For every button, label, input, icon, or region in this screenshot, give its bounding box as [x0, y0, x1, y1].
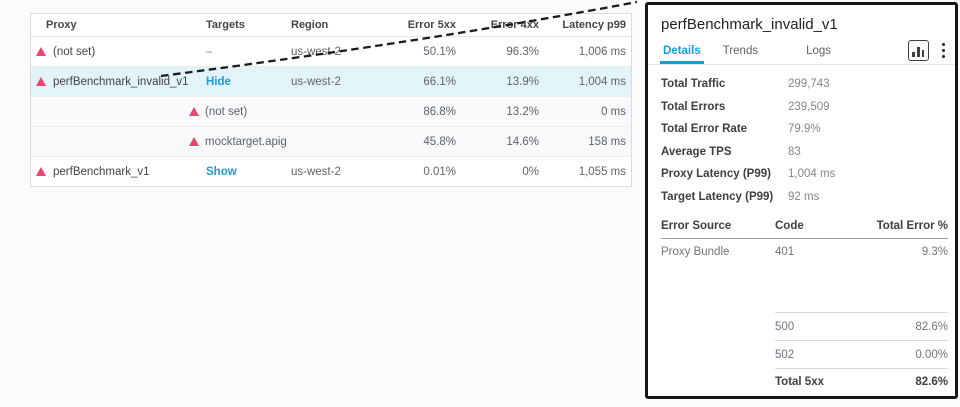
latency-value: 1,055 ms [578, 165, 626, 178]
proxy-name: perfBenchmark_invalid_v1 [53, 75, 189, 88]
region-value: us-west-2 [291, 45, 341, 58]
stat-value: 92 ms [788, 190, 820, 203]
stat-value: 1,004 ms [788, 168, 836, 181]
error-total-label: Total 5xx [775, 376, 824, 388]
column-header-error4xx[interactable]: Error 4xx [490, 19, 539, 31]
stat-label: Total Traffic [661, 78, 726, 91]
error-source-table: Error Source Code Total Error % Proxy Bu… [648, 220, 955, 395]
error-row: Proxy Bundle 401 9.3% [661, 239, 948, 265]
column-header-targets[interactable]: Targets [206, 19, 245, 31]
stat-label: Total Errors [661, 100, 726, 113]
proxy-detail-panel: perfBenchmark_invalid_v1 Details Trends … [645, 2, 958, 399]
tab-trends[interactable]: Trends [722, 44, 759, 57]
error-pct-value: 9.3% [921, 246, 948, 258]
stat-label: Proxy Latency (P99) [661, 168, 771, 181]
proxy-name: perfBenchmark_v1 [53, 165, 150, 178]
warning-triangle-icon [189, 107, 199, 116]
latency-value: 1,004 ms [578, 75, 626, 88]
error4xx-value: 14.6% [506, 135, 539, 148]
error-row: 500 82.6% [661, 312, 948, 340]
stat-value: 299,743 [788, 78, 830, 91]
error-total-pct: 82.6% [915, 376, 948, 388]
stat-value: 79.9% [788, 123, 821, 136]
error-source-value: Proxy Bundle [661, 246, 730, 258]
error-pct-value: 82.6% [915, 320, 948, 333]
show-targets-link[interactable]: Show [206, 165, 237, 178]
error-code-value: 500 [775, 320, 795, 333]
error-col-source: Error Source [661, 220, 732, 232]
column-header-error5xx[interactable]: Error 5xx [407, 19, 456, 31]
stat-value: 239,509 [788, 100, 830, 113]
warning-triangle-icon [36, 167, 46, 176]
column-header-latency[interactable]: Latency p99 [562, 19, 626, 31]
warning-triangle-icon [189, 137, 199, 146]
panel-title: perfBenchmark_invalid_v1 [661, 16, 838, 33]
tab-details[interactable]: Details [660, 37, 704, 64]
proxy-name: (not set) [53, 45, 96, 58]
error-col-code: Code [775, 220, 804, 232]
proxy-table: Proxy Targets Region Error 5xx Error 4xx… [30, 13, 632, 187]
error5xx-value: 0.01% [423, 165, 456, 178]
table-row-target[interactable]: (not set) 86.8% 13.2% 0 ms [31, 97, 631, 127]
region-value: us-west-2 [291, 165, 341, 178]
hide-targets-link[interactable]: Hide [206, 75, 231, 88]
detail-stats: Total Traffic 299,743 Total Errors 239,5… [648, 65, 955, 208]
column-header-region[interactable]: Region [291, 19, 329, 31]
kebab-menu-icon[interactable] [941, 43, 945, 58]
error4xx-value: 13.2% [506, 105, 539, 118]
tab-logs[interactable]: Logs [806, 44, 832, 57]
targets-value: – [206, 45, 213, 58]
table-row[interactable]: (not set) – us-west-2 50.1% 96.3% 1,006 … [31, 37, 631, 67]
stat-row: Proxy Latency (P99) 1,004 ms [661, 163, 941, 186]
error-total-row: Total 5xx 82.6% [661, 368, 948, 395]
error-code-value: 401 [775, 246, 795, 258]
stat-row: Total Errors 239,509 [661, 96, 941, 119]
error-table-header: Error Source Code Total Error % [661, 220, 948, 239]
latency-value: 1,006 ms [578, 45, 626, 58]
proxy-table-header: Proxy Targets Region Error 5xx Error 4xx… [31, 14, 631, 37]
latency-value: 158 ms [588, 135, 626, 148]
error-col-pct: Total Error % [876, 220, 948, 232]
error-code-value: 502 [775, 348, 795, 361]
bar-chart-icon[interactable] [907, 40, 929, 61]
warning-triangle-icon [36, 47, 46, 56]
stat-label: Target Latency (P99) [661, 190, 774, 203]
table-row-target[interactable]: mocktarget.apigee.net 45.8% 14.6% 158 ms [31, 127, 631, 157]
error-row: 502 0.00% [661, 340, 948, 368]
error4xx-value: 13.9% [506, 75, 539, 88]
region-value: us-west-2 [291, 75, 341, 88]
column-header-proxy[interactable]: Proxy [46, 19, 77, 31]
stat-row: Total Traffic 299,743 [661, 73, 941, 96]
stat-label: Total Error Rate [661, 123, 748, 136]
error5xx-value: 66.1% [423, 75, 456, 88]
stat-label: Average TPS [661, 145, 732, 158]
table-row[interactable]: perfBenchmark_v1 Show us-west-2 0.01% 0%… [31, 157, 631, 186]
table-row-selected[interactable]: perfBenchmark_invalid_v1 Hide us-west-2 … [31, 67, 631, 97]
stat-row: Target Latency (P99) 92 ms [661, 186, 941, 209]
error5xx-value: 50.1% [423, 45, 456, 58]
stat-value: 83 [788, 145, 801, 158]
stat-row: Average TPS 83 [661, 141, 941, 164]
error5xx-value: 86.8% [423, 105, 456, 118]
warning-triangle-icon [36, 77, 46, 86]
error4xx-value: 96.3% [506, 45, 539, 58]
target-name: mocktarget.apigee.net [205, 135, 286, 148]
error4xx-value: 0% [522, 165, 539, 178]
error5xx-value: 45.8% [423, 135, 456, 148]
stat-row: Total Error Rate 79.9% [661, 118, 941, 141]
error-pct-value: 0.00% [915, 348, 948, 361]
detail-tabs: Details Trends Logs [648, 37, 955, 65]
target-name: (not set) [205, 105, 248, 118]
latency-value: 0 ms [601, 105, 626, 118]
